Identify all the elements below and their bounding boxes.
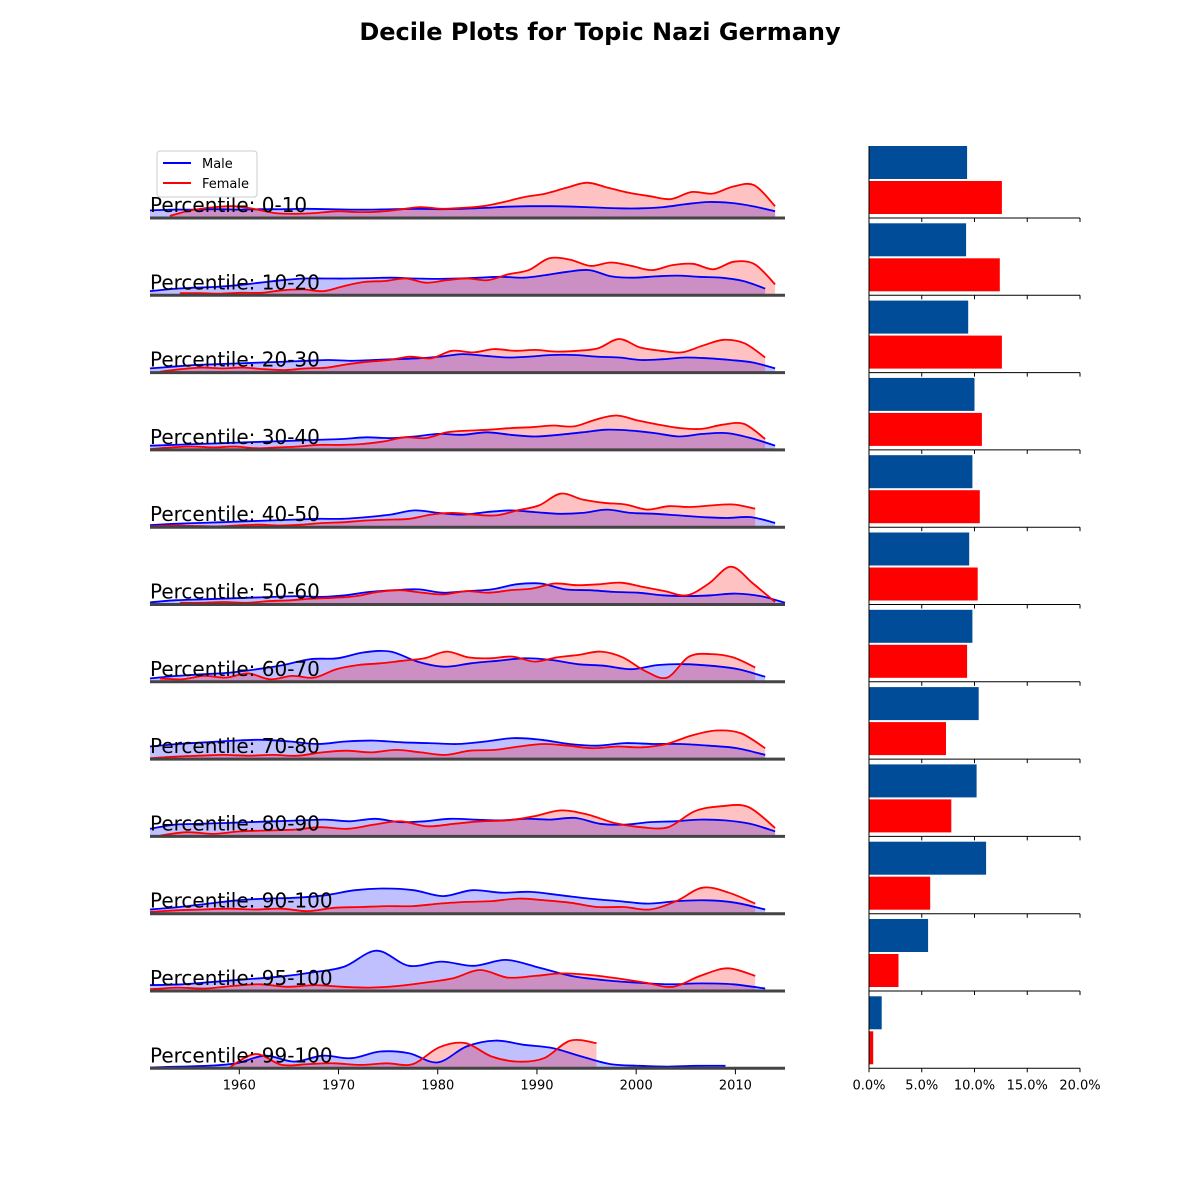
female-bar <box>869 258 1000 292</box>
female-bar <box>869 876 931 910</box>
row-label: Percentile: 99-100 <box>150 1043 333 1067</box>
male-bar <box>869 377 975 411</box>
female-density-line <box>149 414 766 450</box>
overlap-density-fill <box>150 738 766 760</box>
overlap-density-fill <box>179 583 776 605</box>
female-density-line <box>179 256 776 295</box>
male-density-line <box>149 949 766 990</box>
female-density-line <box>159 650 756 681</box>
male-density-line <box>149 353 776 370</box>
overlap-density-fill <box>179 269 766 296</box>
male-density-line <box>149 887 766 911</box>
legend-female-label: Female <box>202 177 249 192</box>
female-bar <box>869 799 952 833</box>
row-label: Percentile: 60-70 <box>150 657 320 681</box>
male-density-line <box>149 816 776 833</box>
female-bar <box>869 722 946 756</box>
row-label: Percentile: 10-20 <box>150 270 320 294</box>
x-tick-label: 1980 <box>421 1078 454 1093</box>
female-bar <box>869 490 980 524</box>
male-bar <box>869 764 977 798</box>
x-tick-label: 2000 <box>620 1078 653 1093</box>
overlap-density-fill <box>159 817 776 837</box>
female-bar <box>869 335 1002 369</box>
male-bar <box>869 223 967 257</box>
bar-tick-label: 15.0% <box>1007 1078 1048 1093</box>
female-bar <box>869 1031 874 1065</box>
male-bar <box>869 532 970 566</box>
female-density-line <box>149 729 766 760</box>
female-density-line <box>159 338 766 373</box>
male-density-line <box>149 1039 726 1069</box>
female-bar <box>869 954 899 987</box>
x-tick-label: 1990 <box>520 1078 553 1093</box>
row-label: Percentile: 50-60 <box>150 580 320 604</box>
female-bar <box>869 412 982 446</box>
male-bar <box>869 146 968 179</box>
bar-tick-label: 20.0% <box>1059 1078 1100 1093</box>
female-bar <box>869 181 1002 214</box>
row-label: Percentile: 20-30 <box>150 348 320 372</box>
legend-male-label: Male <box>202 157 233 172</box>
x-tick-label: 1970 <box>322 1078 355 1093</box>
overlap-density-fill <box>229 1040 597 1069</box>
bar-tick-label: 10.0% <box>954 1078 995 1093</box>
female-bar <box>869 644 968 678</box>
row-label: Percentile: 95-100 <box>150 966 333 990</box>
row-label: Percentile: 90-100 <box>150 889 333 913</box>
male-density-line <box>149 508 776 526</box>
male-bar <box>869 841 987 875</box>
female-density-line <box>149 886 756 913</box>
female-density-line <box>149 492 756 528</box>
male-bar <box>869 455 973 489</box>
female-density-line <box>159 804 776 837</box>
female-density-line <box>169 181 776 217</box>
bar-tick-label: 0.0% <box>852 1078 885 1093</box>
male-bar <box>869 687 979 721</box>
female-density-line <box>228 1038 597 1069</box>
female-density-line <box>149 967 756 991</box>
row-label: Percentile: 30-40 <box>150 425 320 449</box>
x-tick-label: 2010 <box>719 1078 752 1093</box>
overlap-density-fill <box>150 509 756 528</box>
male-density-line <box>149 649 766 680</box>
male-bar <box>869 300 969 334</box>
overlap-density-fill <box>150 888 756 914</box>
row-label: Percentile: 70-80 <box>150 734 320 758</box>
male-bar <box>869 609 973 643</box>
male-bar <box>869 919 929 952</box>
x-tick-label: 1960 <box>223 1078 256 1093</box>
bar-tick-label: 5.0% <box>905 1078 938 1093</box>
overlap-density-fill <box>150 968 756 991</box>
row-label: Percentile: 80-90 <box>150 811 320 835</box>
female-bar <box>869 567 978 601</box>
male-density-line <box>149 737 766 756</box>
overlap-density-fill <box>159 354 766 373</box>
male-bar <box>869 996 882 1030</box>
female-density-line <box>179 565 776 604</box>
chart-title: Decile Plots for Topic Nazi Germany <box>359 18 841 46</box>
male-density-line <box>149 428 776 447</box>
row-label: Percentile: 40-50 <box>150 502 320 526</box>
